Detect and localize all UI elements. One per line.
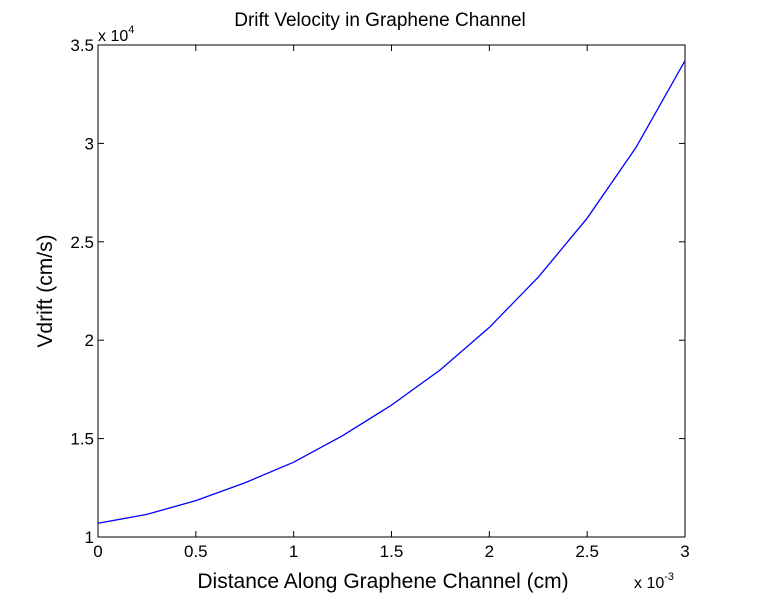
x-tick-label: 2	[485, 542, 494, 561]
x-tick-label: 0	[93, 542, 102, 561]
x-multiplier: x 10-3	[634, 571, 674, 592]
x-tick-label: 0.5	[184, 542, 208, 561]
y-tick-label: 1.5	[70, 430, 94, 449]
y-multiplier-base: x 10	[98, 28, 128, 45]
x-tick-label: 1.5	[380, 542, 404, 561]
y-ticks: 1 1.5 2 2.5 3 3.5	[70, 36, 685, 547]
y-tick-label: 3	[85, 134, 94, 153]
x-tick-label: 1	[289, 542, 298, 561]
plot-area	[97, 44, 686, 538]
y-tick-label: 3.5	[70, 36, 94, 55]
y-multiplier: x 104	[98, 24, 134, 45]
y-axis-label: Vdrift (cm/s)	[34, 234, 57, 347]
x-tick-label: 3	[680, 542, 689, 561]
y-tick-label: 1	[85, 528, 94, 547]
x-axis-label: Distance Along Graphene Channel (cm)	[197, 570, 568, 593]
x-multiplier-base: x 10	[634, 575, 664, 592]
y-tick-label: 2.5	[70, 233, 94, 252]
y-multiplier-exponent: 4	[128, 24, 134, 36]
series-line	[97, 60, 686, 524]
x-tick-label: 2.5	[575, 542, 599, 561]
chart-title: Drift Velocity in Graphene Channel	[234, 10, 526, 31]
x-ticks: 0 0.5 1 1.5 2 2.5 3	[93, 45, 690, 561]
x-multiplier-exponent: -3	[664, 571, 674, 583]
y-tick-label: 2	[85, 331, 94, 350]
